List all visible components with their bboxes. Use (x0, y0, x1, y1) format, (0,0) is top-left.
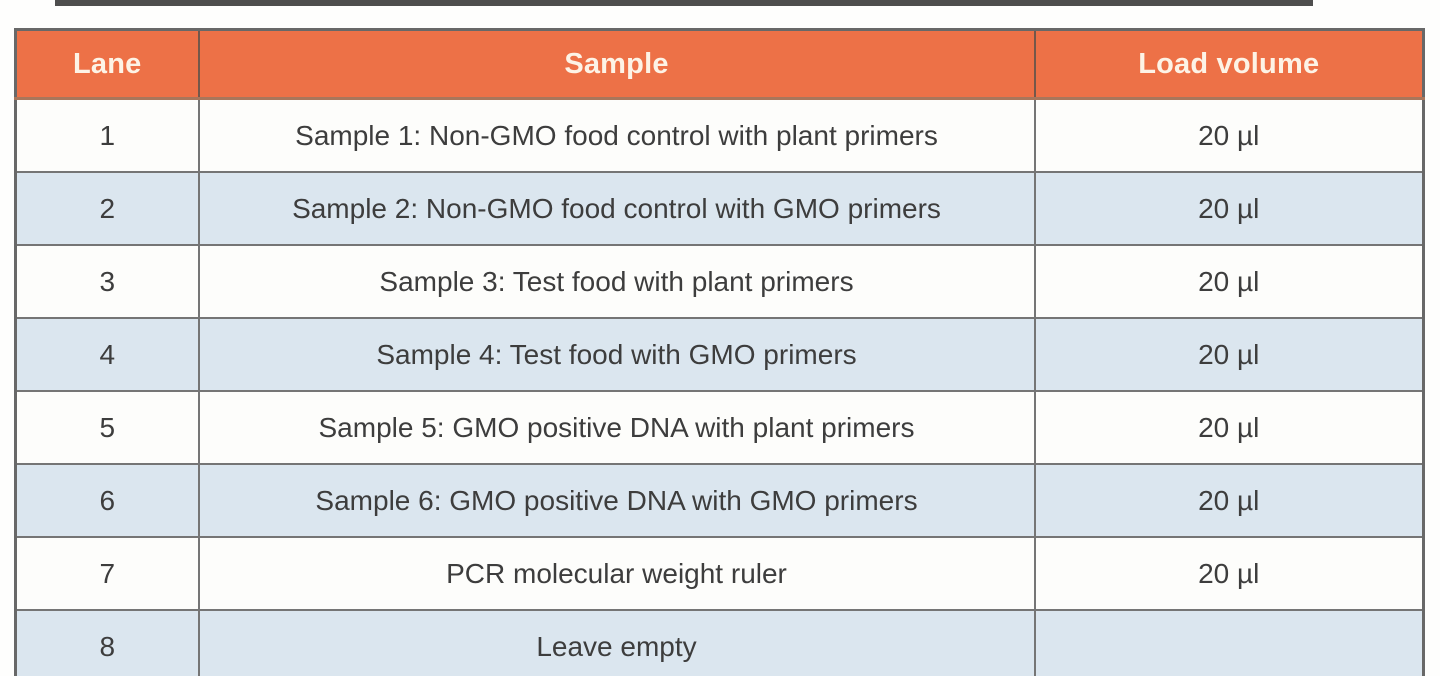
header-cell-lane: Lane (15, 29, 199, 100)
lane-cell: 3 (15, 244, 199, 318)
table-row: 6 Sample 6: GMO positive DNA with GMO pri… (15, 463, 1424, 537)
load-volume-cell: 20 µl (1033, 171, 1424, 245)
lane-cell: 8 (15, 609, 199, 676)
table-row: 1 Sample 1: Non-GMO food control with pla… (15, 98, 1424, 172)
load-volume-cell: 20 µl (1033, 244, 1424, 318)
load-volume-cell: 20 µl (1033, 463, 1424, 537)
load-volume-cell: 20 µl (1033, 317, 1424, 391)
load-volume-cell: 20 µl (1033, 536, 1424, 610)
lane-cell: 6 (15, 463, 199, 537)
sample-cell: Sample 2: Non-GMO food control with GMO … (197, 171, 1035, 245)
lane-cell: 5 (15, 390, 199, 464)
header-cell-sample: Sample (197, 29, 1035, 100)
sample-cell: Sample 3: Test food with plant primers (197, 244, 1035, 318)
sample-cell: Sample 1: Non-GMO food control with plan… (197, 98, 1035, 172)
sample-cell: Leave empty (197, 609, 1035, 676)
load-volume-cell: 20 µl (1033, 98, 1424, 172)
lane-cell: 2 (15, 171, 199, 245)
lane-cell: 4 (15, 317, 199, 391)
sample-cell: Sample 5: GMO positive DNA with plant pr… (197, 390, 1035, 464)
table-body: 1 Sample 1: Non-GMO food control with pla… (15, 98, 1424, 676)
table-row: 3 Sample 3: Test food with plant primers 2… (15, 244, 1424, 318)
header-row: Lane Sample Load volume (15, 29, 1424, 100)
sample-cell: Sample 4: Test food with GMO primers (197, 317, 1035, 391)
header-cell-load-volume: Load volume (1033, 29, 1424, 100)
gel-loading-table: Lane Sample Load volume 1 Sample 1: Non-G… (14, 28, 1425, 676)
table-row: 8 Leave empty (15, 609, 1424, 676)
table-row: 2 Sample 2: Non-GMO food control with GMO… (15, 171, 1424, 245)
sample-cell: PCR molecular weight ruler (197, 536, 1035, 610)
table-row: 7 PCR molecular weight ruler 20 µl (15, 536, 1424, 610)
load-volume-cell (1033, 609, 1424, 676)
gel-loading-table-container: Lane Sample Load volume 1 Sample 1: Non-G… (14, 28, 1425, 676)
table-header: Lane Sample Load volume (15, 29, 1424, 100)
lane-cell: 7 (15, 536, 199, 610)
table-row: 5 Sample 5: GMO positive DNA with plant p… (15, 390, 1424, 464)
cropped-top-edge-artifact (55, 0, 1313, 6)
load-volume-cell: 20 µl (1033, 390, 1424, 464)
lane-cell: 1 (15, 98, 199, 172)
sample-cell: Sample 6: GMO positive DNA with GMO prim… (197, 463, 1035, 537)
table-row: 4 Sample 4: Test food with GMO primers 20 … (15, 317, 1424, 391)
